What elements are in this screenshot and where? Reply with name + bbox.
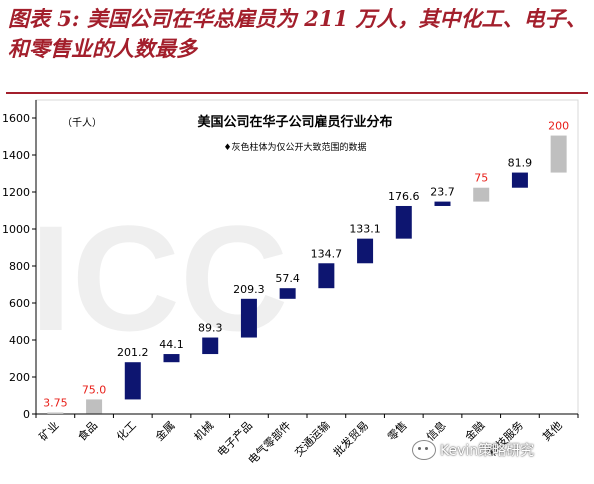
caption-divider [6, 92, 588, 94]
y-tick-label: 200 [9, 371, 30, 384]
y-tick-label: 800 [9, 260, 30, 273]
waterfall-bar [395, 205, 412, 239]
data-label: 209.3 [233, 283, 265, 296]
waterfall-bar [163, 354, 180, 363]
approximate-note: ♦灰色柱体为仅公开大致范围的数据 [223, 141, 366, 153]
account-watermark: Kevin策略研究 [412, 440, 534, 460]
y-tick-label: 1600 [2, 112, 30, 125]
wechat-icon [412, 440, 436, 460]
waterfall-bar [279, 288, 296, 299]
figure-caption: 图表 5: 美国公司在华总雇员为 211 万人，其中化工、电子、和零售业的人数最… [8, 6, 587, 61]
data-label: 3.75 [43, 397, 68, 410]
x-category-label: 矿业 [37, 419, 62, 444]
y-unit-label: （千人） [62, 117, 102, 129]
x-category-label: 批发贸易 [330, 418, 371, 459]
waterfall-bar [124, 362, 141, 400]
data-label: 176.6 [388, 190, 420, 203]
waterfall-bar [550, 135, 567, 173]
data-label: 44.1 [159, 338, 184, 351]
waterfall-bar [47, 412, 64, 414]
watermark-text: Kevin策略研究 [440, 443, 535, 459]
waterfall-bar [511, 172, 528, 188]
waterfall-bar [318, 263, 335, 289]
data-label: 75 [474, 172, 488, 185]
chart-title: 美国公司在华子公司雇员行业分布 [197, 114, 392, 130]
data-label: 81.9 [508, 157, 533, 170]
y-tick-label: 600 [9, 297, 30, 310]
y-tick-label: 1000 [2, 223, 30, 236]
data-label: 133.1 [349, 223, 381, 236]
x-category-label: 机械 [191, 418, 216, 443]
waterfall-bar [473, 187, 490, 202]
x-category-label: 其他 [540, 419, 565, 444]
data-label: 201.2 [117, 346, 149, 359]
x-category-label: 化工 [113, 418, 138, 443]
x-category-label: 交通运输 [291, 418, 332, 459]
y-tick-label: 1400 [2, 149, 30, 162]
y-tick-label: 0 [23, 408, 30, 421]
waterfall-bar [240, 298, 257, 338]
waterfall-bar [357, 238, 374, 264]
y-tick-label: 400 [9, 334, 30, 347]
x-category-label: 电子产品 [214, 418, 255, 459]
data-label: 57.4 [275, 272, 300, 285]
y-tick-label: 1200 [2, 186, 30, 199]
waterfall-bar [202, 337, 219, 355]
data-label: 134.7 [311, 247, 343, 260]
x-category-label: 金属 [152, 418, 177, 443]
data-label: 200 [548, 120, 569, 133]
data-label: 23.7 [430, 186, 455, 199]
waterfall-bar [86, 399, 103, 414]
waterfall-bar [434, 201, 451, 206]
data-label: 89.3 [198, 322, 223, 335]
x-category-label: 食品 [75, 418, 100, 443]
x-category-label: 零售 [384, 418, 409, 443]
data-label: 75.0 [82, 383, 107, 396]
